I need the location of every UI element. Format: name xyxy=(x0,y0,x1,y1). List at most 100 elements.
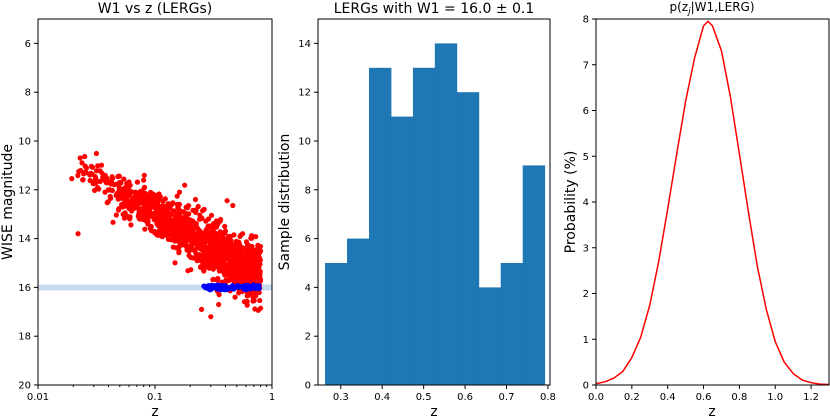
scatter-point xyxy=(175,233,181,239)
scatter-point xyxy=(230,202,236,209)
x-tick-label: 0.5 xyxy=(416,392,432,403)
scatter-point xyxy=(78,167,84,174)
scatter-point xyxy=(244,298,250,305)
panel2-frame xyxy=(317,18,551,386)
scatter-point xyxy=(195,235,201,241)
scatter-point xyxy=(124,191,130,197)
scatter-point xyxy=(163,209,169,215)
panel2-ylabel: Sample distribution xyxy=(277,134,293,271)
panel3-title-sub: j xyxy=(686,7,691,17)
scatter-point xyxy=(129,205,135,211)
selected-point xyxy=(234,283,240,289)
scatter-point xyxy=(208,314,214,320)
scatter-point xyxy=(228,258,235,265)
y-tick-label: 0 xyxy=(583,381,589,392)
scatter-point xyxy=(254,275,260,281)
y-tick-label: 2 xyxy=(305,332,311,343)
scatter-point xyxy=(218,216,224,223)
scatter-point xyxy=(129,189,135,195)
probability-curve xyxy=(595,20,830,386)
scatter-point xyxy=(208,261,214,268)
scatter-point xyxy=(111,182,117,188)
scatter-point xyxy=(126,179,132,185)
scatter-point xyxy=(141,214,147,220)
scatter-point xyxy=(184,205,190,211)
scatter-point xyxy=(122,185,128,191)
scatter-point xyxy=(188,254,194,261)
scatter-point xyxy=(176,189,183,195)
scatter-point xyxy=(164,215,170,221)
scatter-point xyxy=(93,168,100,174)
y-tick-label: 12 xyxy=(298,88,311,99)
scatter-point xyxy=(167,230,173,236)
scatter-point xyxy=(136,211,142,217)
scatter-point xyxy=(244,302,250,308)
scatter-point xyxy=(128,222,134,228)
scatter-point xyxy=(186,211,192,217)
scatter-point xyxy=(205,237,212,244)
scatter-point xyxy=(148,189,154,195)
scatter-point xyxy=(87,177,93,184)
scatter-point xyxy=(210,248,216,254)
scatter-point xyxy=(250,273,256,279)
y-tick-label: 7 xyxy=(583,60,589,71)
y-tick-label: 6 xyxy=(25,39,31,50)
panel2-bars xyxy=(325,43,546,386)
x-tick-label: 0.4 xyxy=(660,392,676,403)
scatter-point xyxy=(210,276,217,282)
scatter-point xyxy=(244,267,250,273)
scatter-point xyxy=(218,230,224,236)
x-tick-label: 0.0 xyxy=(588,392,604,403)
selected-point xyxy=(250,283,257,289)
scatter-point xyxy=(201,268,207,274)
scatter-point xyxy=(258,305,264,311)
scatter-point xyxy=(227,245,233,251)
x-tick-label: 0.2 xyxy=(624,392,640,403)
hist-bar xyxy=(412,67,436,386)
y-tick-label: 1 xyxy=(583,335,589,346)
y-tick-label: 16 xyxy=(18,283,31,294)
scatter-point xyxy=(178,237,184,243)
y-tick-label: 14 xyxy=(298,39,311,50)
scatter-point xyxy=(224,198,230,204)
hist-bar xyxy=(325,263,348,385)
scatter-point xyxy=(170,237,176,243)
scatter-point xyxy=(222,272,228,278)
panel1-xlabel: z xyxy=(151,404,158,419)
scatter-point xyxy=(154,218,160,224)
hist-bar xyxy=(500,263,524,385)
scatter-point xyxy=(110,219,116,225)
scatter-point xyxy=(211,243,218,249)
scatter-point xyxy=(192,255,199,261)
scatter-point xyxy=(103,180,109,186)
scatter-point xyxy=(105,199,111,205)
scatter-point xyxy=(190,241,197,247)
y-tick-label: 20 xyxy=(18,381,31,392)
scatter-point xyxy=(185,236,191,242)
scatter-point xyxy=(105,187,111,193)
hist-bar xyxy=(456,92,480,385)
scatter-point xyxy=(155,232,161,238)
scatter-point xyxy=(184,220,190,226)
x-tick-label: 1.0 xyxy=(767,392,783,403)
y-tick-label: 6 xyxy=(305,234,311,245)
hist-bar xyxy=(434,43,458,386)
scatter-point xyxy=(249,235,255,241)
scatter-point xyxy=(199,254,205,260)
selected-point xyxy=(256,285,262,291)
selected-point xyxy=(206,283,212,289)
scatter-point xyxy=(195,231,201,237)
scatter-point xyxy=(138,192,144,198)
scatter-point xyxy=(250,298,256,304)
scatter-point xyxy=(244,293,250,299)
scatter-point xyxy=(75,172,81,179)
scatter-point xyxy=(182,182,188,188)
x-tick-label: 1 xyxy=(269,392,275,403)
panel3-title: p(zj|W1,LERG) xyxy=(669,0,754,17)
scatter-point xyxy=(253,269,260,275)
scatter-point xyxy=(121,215,128,221)
scatter-point xyxy=(174,213,180,219)
panel3-xlabel: z xyxy=(708,404,715,419)
scatter-point xyxy=(162,205,168,211)
